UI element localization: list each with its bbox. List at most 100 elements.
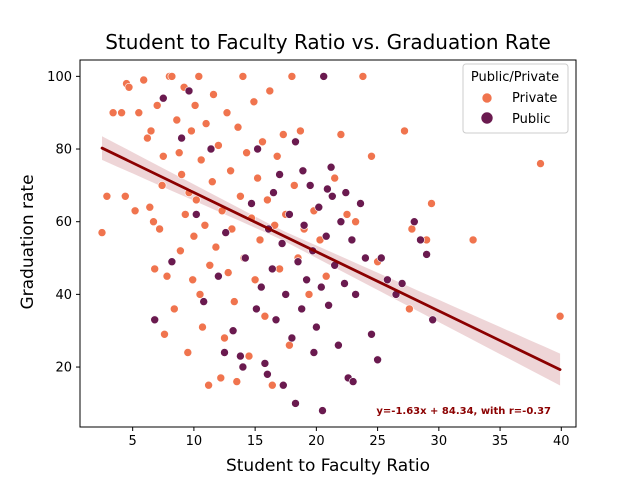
scatter-point-private [167,72,177,81]
legend: Public/Private Private Public [462,63,569,134]
legend-marker-private [481,92,493,104]
scatter-point-public [291,399,300,408]
y-axis-label: Graduation rate [18,174,38,309]
scatter-point-public [312,322,321,332]
scatter-point-private [162,271,172,281]
scatter-point-public [267,264,277,274]
scatter-point-private [278,130,288,139]
scatter-point-private [183,348,193,357]
legend-title: Public/Private [471,70,559,85]
scatter-point-public [278,380,288,390]
scatter-point-public [316,282,326,292]
series-private [97,72,565,390]
scatter-point-public [256,282,266,292]
scatter-point-public [305,181,315,190]
scatter-point-private [139,75,148,85]
scatter-point-private [226,166,235,176]
scatter-point-private [427,199,436,208]
chart-title: Student to Faculty Ratio vs. Graduation … [105,30,551,54]
scatter-point-private [198,322,207,332]
scatter-point-public [167,257,177,267]
scatter-point-private [181,210,190,219]
scatter-point-private [200,221,210,230]
x-tick-label: 35 [492,434,509,449]
scatter-point-private [211,242,221,252]
scatter-point-private [275,264,284,274]
scatter-point-public [327,192,337,201]
scatter-point-private [222,108,232,117]
scatter-point-public [281,290,291,299]
scatter-point-public [263,369,272,379]
scatter-point-public [334,340,343,350]
scatter-point-public [341,188,351,197]
x-tick-label: 30 [431,434,448,449]
scatter-point-private [407,224,417,234]
scatter-point-private [189,231,199,241]
scatter-point-public [150,315,159,325]
scatter-point-public [314,202,324,212]
plot-frame [79,59,577,428]
scatter-point-private [194,72,204,81]
scatter-point-private [155,224,164,234]
scatter-point-private [236,192,245,201]
scatter-point-private [177,170,186,179]
scatter-point-public [220,348,229,357]
y-tick-label: 40 [55,288,72,303]
y-axis-ticks: 20 40 60 80 100 [47,70,80,376]
scatter-point-private [97,228,107,237]
scatter-point-public [214,271,223,281]
scatter-point-private [201,119,211,128]
scatter-point-private [204,380,213,390]
scatter-point-private [400,126,409,136]
scatter-point-private [260,311,270,321]
scatter-point-public [397,279,407,288]
scatter-point-public [298,166,308,176]
scatter-point-private [336,130,346,139]
scatter-point-public [291,137,300,147]
scatter-point-private [143,133,152,143]
scatter-point-public [252,304,261,314]
scatter-point-private [150,264,159,274]
scatter-point-private [255,235,265,245]
scatter-point-public [199,297,208,306]
scatter-point-private [263,195,272,205]
scatter-point-public [428,315,438,325]
scatter-point-private [187,126,196,136]
regression-annotation: y=-1.63x + 84.34, with r=-0.37 [376,406,551,417]
y-tick-label: 80 [55,143,72,158]
scatter-point-public [269,188,278,197]
scatter-point-public [323,184,332,194]
x-tick-label: 5 [129,434,137,449]
scatter-point-public [340,279,349,288]
scatter-point-private [253,173,262,183]
legend-marker-public [480,111,494,125]
scatter-point-public [373,355,382,365]
scatter-point-private [170,304,179,314]
scatter-point-private [304,290,314,299]
scatter-point-public [275,170,284,179]
scatter-point-private [232,377,242,386]
scatter-point-public [253,144,262,154]
scatter-point-private [249,97,259,107]
scatter-point-public [326,162,336,172]
scatter-point-private [190,101,200,110]
scatter-point-private [134,108,144,117]
x-tick-label: 20 [308,434,325,449]
scatter-point-private [321,271,331,281]
scatter-point-public [177,133,186,143]
regression-confidence-band [102,136,561,386]
scatter-point-public [321,231,331,241]
scatter-point-private [342,210,352,219]
scatter-point-private [195,290,205,299]
scatter-point-public [319,72,329,81]
x-tick-label: 40 [553,434,570,449]
scatter-point-public [336,217,346,226]
scatter-point-private [117,108,126,117]
series-public [150,72,438,415]
x-axis-ticks: 5 10 15 20 25 30 35 40 [129,427,570,449]
scatter-point-private [244,351,254,361]
scatter-point-private [214,141,223,150]
x-tick-label: 10 [186,434,203,449]
scatter-point-private [468,235,478,245]
scatter-point-public [271,315,281,325]
